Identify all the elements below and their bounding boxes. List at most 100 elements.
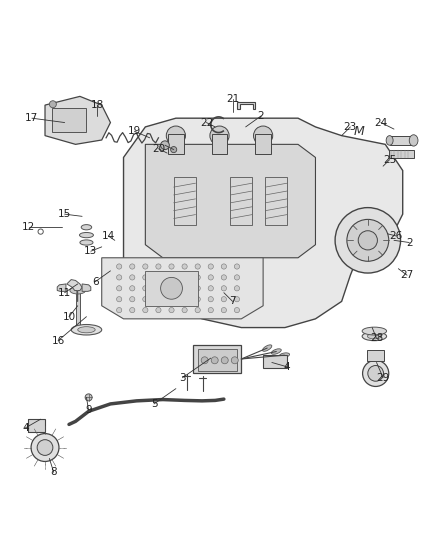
Circle shape (211, 357, 218, 364)
Text: 4: 4 (283, 362, 290, 372)
Circle shape (155, 286, 161, 291)
Circle shape (194, 264, 200, 269)
Text: M: M (353, 125, 364, 138)
Text: 16: 16 (51, 336, 64, 346)
Ellipse shape (361, 332, 386, 341)
Circle shape (169, 286, 174, 291)
Ellipse shape (361, 327, 386, 335)
Text: 20: 20 (152, 144, 165, 154)
Circle shape (142, 308, 148, 313)
Circle shape (182, 275, 187, 280)
Circle shape (346, 220, 388, 261)
Circle shape (142, 296, 148, 302)
Circle shape (169, 275, 174, 280)
Circle shape (182, 286, 187, 291)
Ellipse shape (271, 349, 281, 354)
Circle shape (362, 360, 388, 386)
Circle shape (367, 366, 383, 381)
Circle shape (221, 296, 226, 302)
Text: 29: 29 (376, 373, 389, 383)
Text: 5: 5 (150, 399, 157, 409)
Circle shape (231, 357, 238, 364)
Circle shape (155, 296, 161, 302)
Text: 9: 9 (85, 406, 92, 415)
Bar (145, 271, 197, 306)
Circle shape (37, 440, 53, 455)
Circle shape (129, 286, 134, 291)
Circle shape (49, 101, 56, 108)
Circle shape (221, 286, 226, 291)
Circle shape (234, 308, 239, 313)
Circle shape (221, 308, 226, 313)
Circle shape (129, 275, 134, 280)
Circle shape (208, 296, 213, 302)
Circle shape (234, 296, 239, 302)
Bar (389, 135, 413, 145)
Circle shape (234, 286, 239, 291)
Circle shape (160, 277, 182, 299)
Polygon shape (82, 284, 91, 292)
Text: 2: 2 (257, 111, 264, 121)
Bar (366, 350, 384, 361)
Circle shape (194, 286, 200, 291)
Circle shape (208, 275, 213, 280)
Polygon shape (45, 96, 110, 144)
Text: 11: 11 (58, 288, 71, 297)
Circle shape (169, 264, 174, 269)
Ellipse shape (279, 353, 289, 358)
Ellipse shape (408, 135, 417, 146)
Text: 27: 27 (399, 270, 413, 280)
Circle shape (155, 275, 161, 280)
Circle shape (234, 275, 239, 280)
Circle shape (31, 433, 59, 462)
Bar (197, 350, 237, 371)
Ellipse shape (71, 325, 102, 335)
Polygon shape (123, 118, 402, 328)
Polygon shape (57, 284, 66, 292)
Bar (75, 290, 80, 330)
Polygon shape (237, 102, 254, 109)
Circle shape (182, 296, 187, 302)
Bar (262, 356, 286, 368)
Circle shape (194, 308, 200, 313)
Ellipse shape (80, 240, 93, 245)
Circle shape (116, 296, 121, 302)
Polygon shape (102, 258, 262, 319)
Text: 18: 18 (91, 100, 104, 110)
Circle shape (194, 275, 200, 280)
Circle shape (208, 308, 213, 313)
Circle shape (221, 264, 226, 269)
Text: 19: 19 (127, 126, 141, 136)
Circle shape (208, 286, 213, 291)
Circle shape (85, 394, 92, 401)
Ellipse shape (78, 327, 95, 333)
Text: 8: 8 (50, 467, 57, 478)
Ellipse shape (262, 345, 271, 351)
Ellipse shape (70, 287, 85, 294)
Bar (230, 177, 252, 225)
Circle shape (208, 264, 213, 269)
Circle shape (234, 264, 239, 269)
Text: 6: 6 (92, 277, 98, 287)
Circle shape (116, 275, 121, 280)
Circle shape (116, 264, 121, 269)
Text: 2: 2 (405, 238, 412, 247)
Ellipse shape (367, 334, 381, 339)
Polygon shape (145, 144, 315, 258)
Circle shape (221, 357, 228, 364)
Bar (168, 134, 184, 154)
Circle shape (155, 264, 161, 269)
Circle shape (182, 308, 187, 313)
Text: 3: 3 (179, 373, 185, 383)
Text: 25: 25 (382, 155, 396, 165)
Text: 26: 26 (389, 231, 402, 241)
Bar (388, 150, 413, 158)
Bar (254, 134, 270, 154)
Text: 13: 13 (84, 246, 97, 256)
Text: 4: 4 (22, 423, 28, 433)
Circle shape (221, 275, 226, 280)
Polygon shape (67, 280, 82, 301)
Text: 21: 21 (226, 94, 239, 103)
Bar (28, 419, 45, 432)
Text: 7: 7 (229, 296, 235, 306)
